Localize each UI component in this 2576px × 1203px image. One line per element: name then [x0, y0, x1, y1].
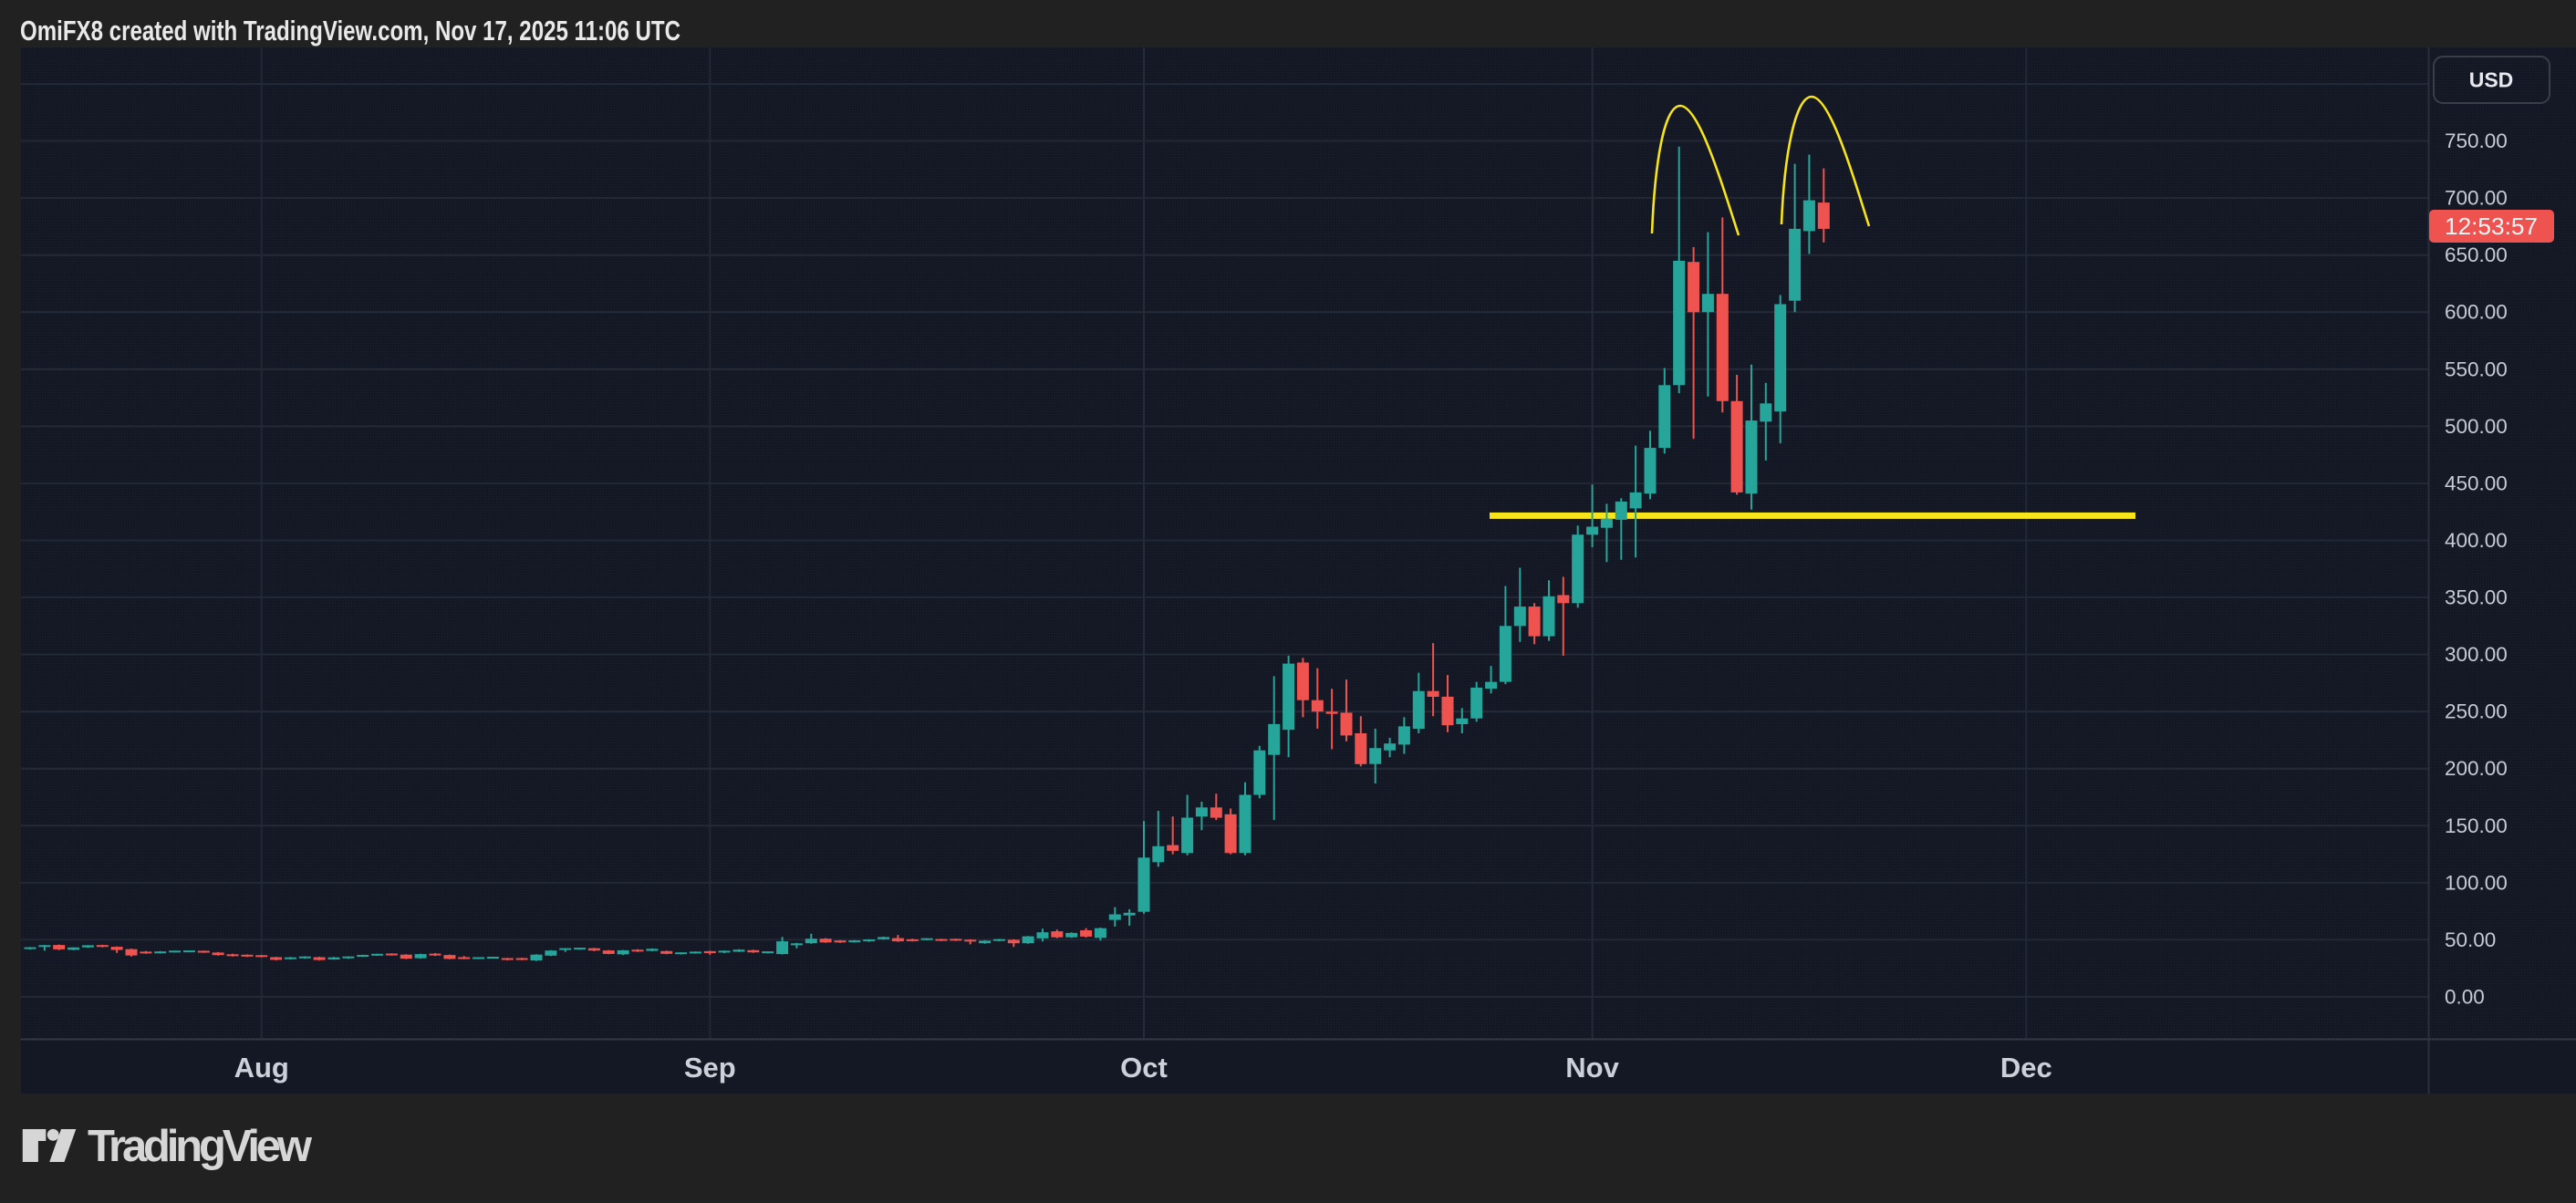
- svg-text:700.00: 700.00: [2445, 187, 2508, 210]
- svg-text:600.00: 600.00: [2445, 301, 2508, 324]
- svg-text:100.00: 100.00: [2445, 871, 2508, 894]
- svg-text:400.00: 400.00: [2445, 529, 2508, 552]
- svg-text:USD: USD: [2469, 68, 2514, 92]
- svg-text:Aug: Aug: [234, 1052, 289, 1084]
- svg-text:12:53:57: 12:53:57: [2445, 213, 2538, 240]
- svg-text:550.00: 550.00: [2445, 358, 2508, 380]
- svg-text:OmiFX8 created with TradingVie: OmiFX8 created with TradingView.com, Nov…: [20, 15, 680, 47]
- svg-text:500.00: 500.00: [2445, 415, 2508, 438]
- svg-text:200.00: 200.00: [2445, 757, 2508, 780]
- svg-text:Sep: Sep: [684, 1052, 736, 1084]
- svg-text:0.00: 0.00: [2445, 986, 2485, 1009]
- svg-text:Oct: Oct: [1120, 1052, 1168, 1084]
- svg-text:300.00: 300.00: [2445, 643, 2508, 666]
- svg-text:Nov: Nov: [1565, 1052, 1619, 1084]
- svg-text:Dec: Dec: [2000, 1052, 2052, 1084]
- svg-text:750.00: 750.00: [2445, 130, 2508, 152]
- svg-text:350.00: 350.00: [2445, 586, 2508, 609]
- svg-text:TradingView: TradingView: [88, 1122, 313, 1171]
- svg-text:450.00: 450.00: [2445, 472, 2508, 494]
- svg-text:650.00: 650.00: [2445, 244, 2508, 266]
- svg-text:250.00: 250.00: [2445, 700, 2508, 723]
- svg-text:50.00: 50.00: [2445, 928, 2496, 951]
- svg-text:150.00: 150.00: [2445, 814, 2508, 837]
